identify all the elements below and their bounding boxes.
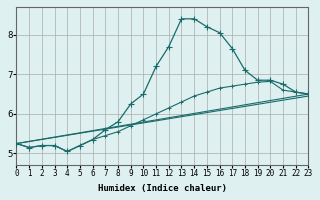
X-axis label: Humidex (Indice chaleur): Humidex (Indice chaleur) <box>98 184 227 193</box>
